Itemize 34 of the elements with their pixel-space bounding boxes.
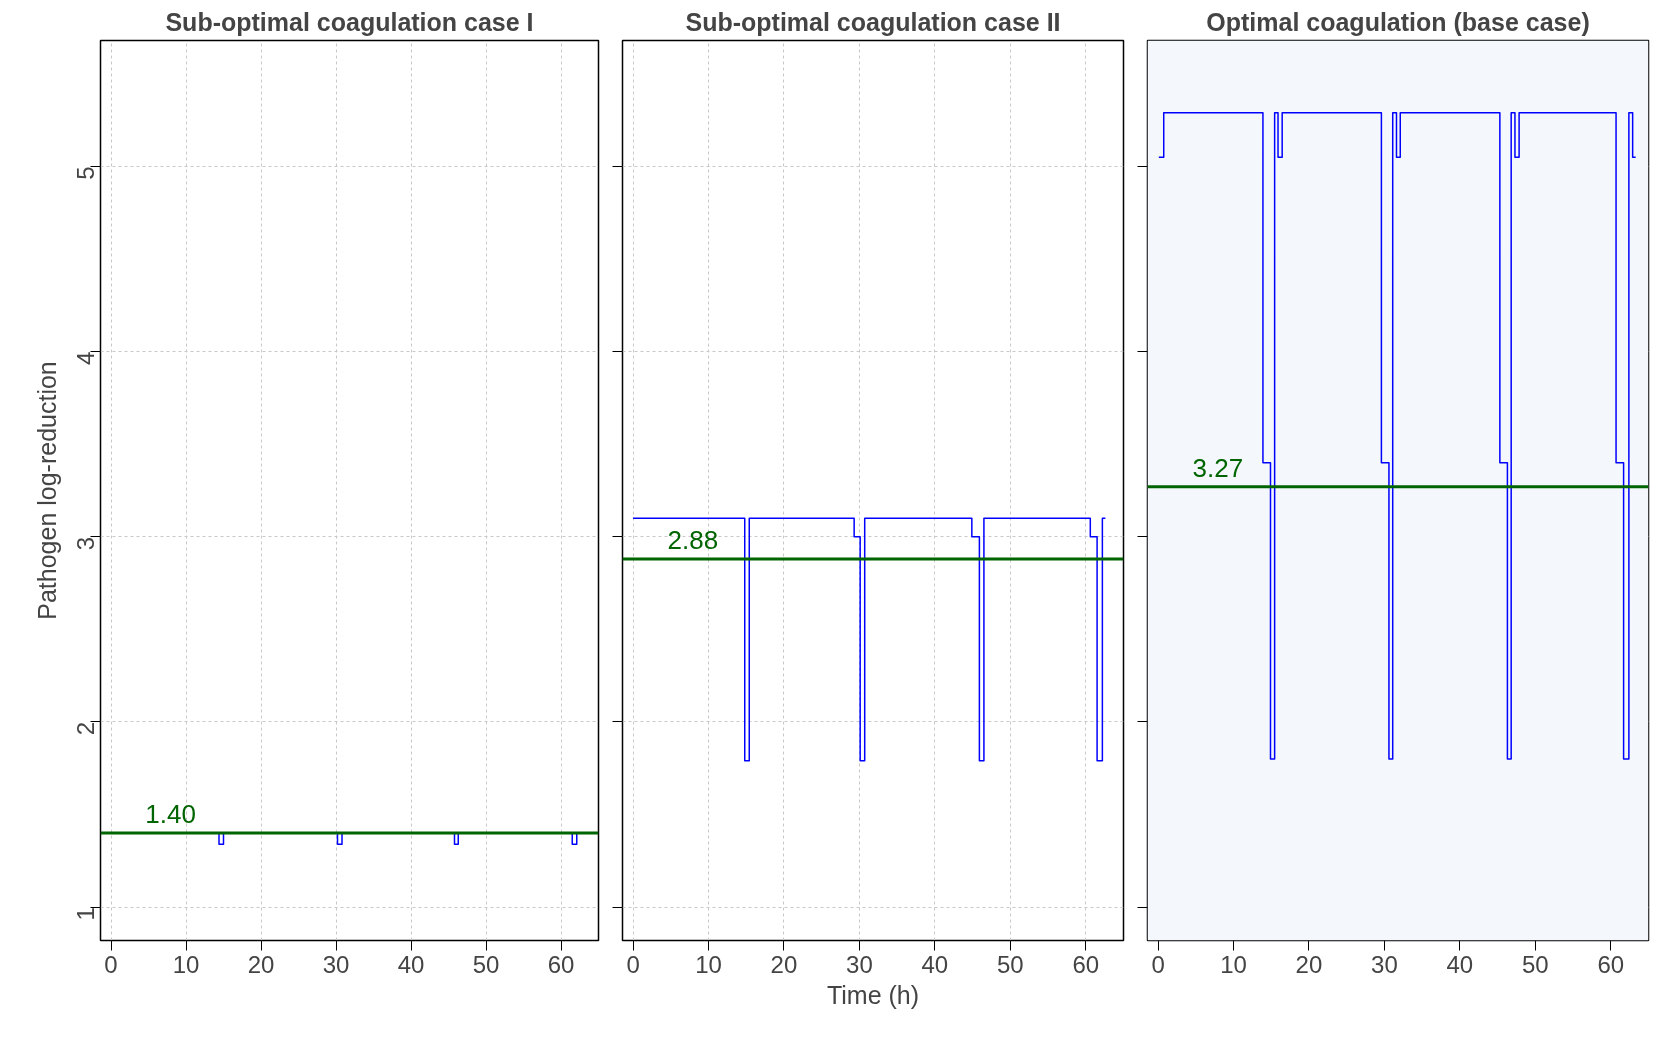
ref-line-label: 1.40 bbox=[145, 799, 196, 830]
chart-title: Sub-optimal coagulation case II bbox=[685, 7, 1061, 36]
x-tick-label: 10 bbox=[1220, 950, 1247, 978]
x-tick-label: 30 bbox=[1371, 950, 1398, 978]
y-tick-label: 4 bbox=[72, 351, 99, 365]
y-tick-label: 2 bbox=[72, 721, 99, 736]
x-tick-label: 40 bbox=[921, 950, 949, 978]
ref-line-label: 2.88 bbox=[667, 525, 719, 556]
y-tick-label: 3 bbox=[72, 536, 99, 551]
chart-title: Sub-optimal coagulation case I bbox=[165, 7, 534, 36]
x-tick-label: 0 bbox=[104, 950, 118, 978]
chart-title: Optimal coagulation (base case) bbox=[1206, 7, 1590, 36]
x-tick-label: 60 bbox=[1072, 950, 1100, 978]
ref-line-label: 3.27 bbox=[1192, 452, 1244, 483]
x-tick-label: 50 bbox=[472, 950, 500, 978]
x-tick-label: 0 bbox=[1151, 950, 1165, 978]
x-axis-title: Time (h) bbox=[826, 980, 920, 1009]
y-tick-label: 5 bbox=[72, 166, 99, 180]
y-tick-label: 1 bbox=[72, 907, 99, 921]
x-tick-label: 40 bbox=[397, 950, 425, 978]
x-tick-label: 10 bbox=[172, 950, 200, 978]
x-tick-label: 20 bbox=[770, 950, 798, 978]
x-tick-label: 20 bbox=[247, 950, 275, 978]
x-tick-label: 0 bbox=[626, 950, 640, 978]
y-axis-title: Pathogen log-reduction bbox=[32, 361, 61, 620]
x-tick-label: 10 bbox=[695, 950, 722, 978]
x-tick-label: 40 bbox=[1446, 950, 1474, 978]
x-tick-label: 50 bbox=[1521, 950, 1549, 978]
x-tick-label: 30 bbox=[846, 950, 873, 978]
x-tick-label: 20 bbox=[1295, 950, 1323, 978]
x-tick-label: 60 bbox=[1597, 950, 1625, 978]
x-tick-label: 60 bbox=[547, 950, 575, 978]
x-tick-label: 30 bbox=[322, 950, 350, 978]
x-tick-label: 50 bbox=[996, 950, 1024, 978]
